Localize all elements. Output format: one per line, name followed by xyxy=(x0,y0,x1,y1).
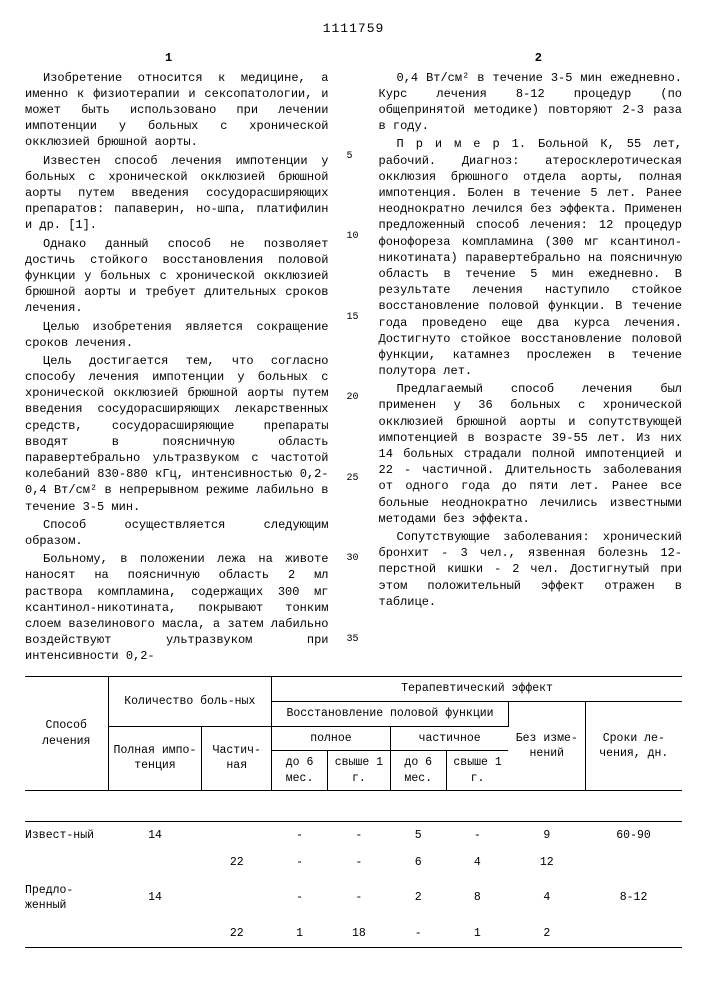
paragraph: Целью изобретения является сокращение ср… xyxy=(25,319,329,351)
paragraph: Сопутствующие заболевания: хронический б… xyxy=(379,529,683,610)
table-cell: - xyxy=(446,821,508,849)
table-row: Предло-женный14--2848-12 xyxy=(25,877,682,920)
th-6mo-2: до 6 мес. xyxy=(390,751,446,791)
page-numbers: 1 2 xyxy=(25,50,682,66)
paragraph: Больному, в положении лежа на животе нан… xyxy=(25,551,329,664)
line-mark: 30 xyxy=(347,552,361,566)
paragraph: Предлагаемый способ лечения был применен… xyxy=(379,381,683,527)
table-cell: 1 xyxy=(272,920,328,948)
table-cell: 5 xyxy=(390,821,446,849)
table-cell xyxy=(202,821,272,849)
table-cell: Извест-ный xyxy=(25,821,108,849)
table-cell: 4 xyxy=(446,849,508,877)
th-1y-2: свыше 1 г. xyxy=(446,751,508,791)
th-rpartial: частичное xyxy=(390,726,508,751)
results-table: Способ лечения Количество боль-ных Терап… xyxy=(25,676,682,948)
th-full-imp: Полная импо-тенция xyxy=(108,726,202,791)
paragraph: П р и м е р 1. Больной К, 55 лет, рабочи… xyxy=(379,136,683,379)
line-mark: 25 xyxy=(347,472,361,486)
table-cell xyxy=(585,849,682,877)
table-cell xyxy=(25,849,108,877)
table-cell xyxy=(25,920,108,948)
table-cell: - xyxy=(272,877,328,920)
line-mark: 35 xyxy=(347,633,361,647)
table-cell: Предло-женный xyxy=(25,877,108,920)
table-cell: - xyxy=(327,821,390,849)
table-cell: 22 xyxy=(202,849,272,877)
th-6mo-1: до 6 мес. xyxy=(272,751,328,791)
table-cell: - xyxy=(272,849,328,877)
table-cell xyxy=(585,920,682,948)
th-method: Способ лечения xyxy=(25,677,108,791)
paragraph: Однако данный способ не позволяет достич… xyxy=(25,236,329,317)
table-cell: 14 xyxy=(108,877,202,920)
table-cell: 9 xyxy=(508,821,585,849)
table-body: Извест-ный14--5-960-9022--6412Предло-жен… xyxy=(25,791,682,948)
table-cell xyxy=(108,920,202,948)
table-cell xyxy=(202,877,272,920)
table-cell: - xyxy=(327,877,390,920)
table-cell: - xyxy=(272,821,328,849)
table-cell: - xyxy=(390,920,446,948)
paragraph: Изобретение относится к медицине, а имен… xyxy=(25,70,329,151)
paragraph: Цель достигается тем, что согласно спосо… xyxy=(25,353,329,515)
table-row: Извест-ный14--5-960-90 xyxy=(25,821,682,849)
table-cell: 14 xyxy=(108,821,202,849)
page-left: 1 xyxy=(165,50,172,66)
line-mark: 5 xyxy=(347,150,361,164)
paragraph: Известен способ лечения импотенции у бол… xyxy=(25,153,329,234)
paragraph: 0,4 Вт/см² в течение 3-5 мин ежедневно. … xyxy=(379,70,683,135)
paragraph: Способ осуществляется следующим образом. xyxy=(25,517,329,549)
line-mark: 20 xyxy=(347,391,361,405)
table-cell: 1 xyxy=(446,920,508,948)
th-restore: Восстановление половой функции xyxy=(272,702,509,727)
document-number: 1111759 xyxy=(25,20,682,38)
th-partial-imp: Частич-ная xyxy=(202,726,272,791)
table-row: 22--6412 xyxy=(25,849,682,877)
line-numbers: 5 10 15 20 25 30 35 xyxy=(347,70,361,667)
line-mark: 10 xyxy=(347,230,361,244)
table-cell: 22 xyxy=(202,920,272,948)
left-column: Изобретение относится к медицине, а имен… xyxy=(25,70,329,667)
table-cell: 12 xyxy=(508,849,585,877)
th-effect: Терапевтический эффект xyxy=(272,677,682,702)
right-column: 0,4 Вт/см² в течение 3-5 мин ежедневно. … xyxy=(379,70,683,667)
table-cell: 6 xyxy=(390,849,446,877)
table-cell: 8-12 xyxy=(585,877,682,920)
table-row: 22118-12 xyxy=(25,920,682,948)
table-cell: 2 xyxy=(508,920,585,948)
table-cell: 4 xyxy=(508,877,585,920)
th-rfull: полное xyxy=(272,726,391,751)
table-cell: 2 xyxy=(390,877,446,920)
th-count: Количество боль-ных xyxy=(108,677,272,726)
table-cell: 60-90 xyxy=(585,821,682,849)
table-cell xyxy=(108,849,202,877)
th-duration: Сроки ле-чения, дн. xyxy=(585,702,682,791)
th-1y-1: свыше 1 г. xyxy=(327,751,390,791)
text-columns: Изобретение относится к медицине, а имен… xyxy=(25,70,682,667)
table-cell: 18 xyxy=(327,920,390,948)
table-cell: 8 xyxy=(446,877,508,920)
line-mark: 15 xyxy=(347,311,361,325)
table-cell: - xyxy=(327,849,390,877)
th-nochange: Без изме-нений xyxy=(508,702,585,791)
page-right: 2 xyxy=(535,50,542,66)
